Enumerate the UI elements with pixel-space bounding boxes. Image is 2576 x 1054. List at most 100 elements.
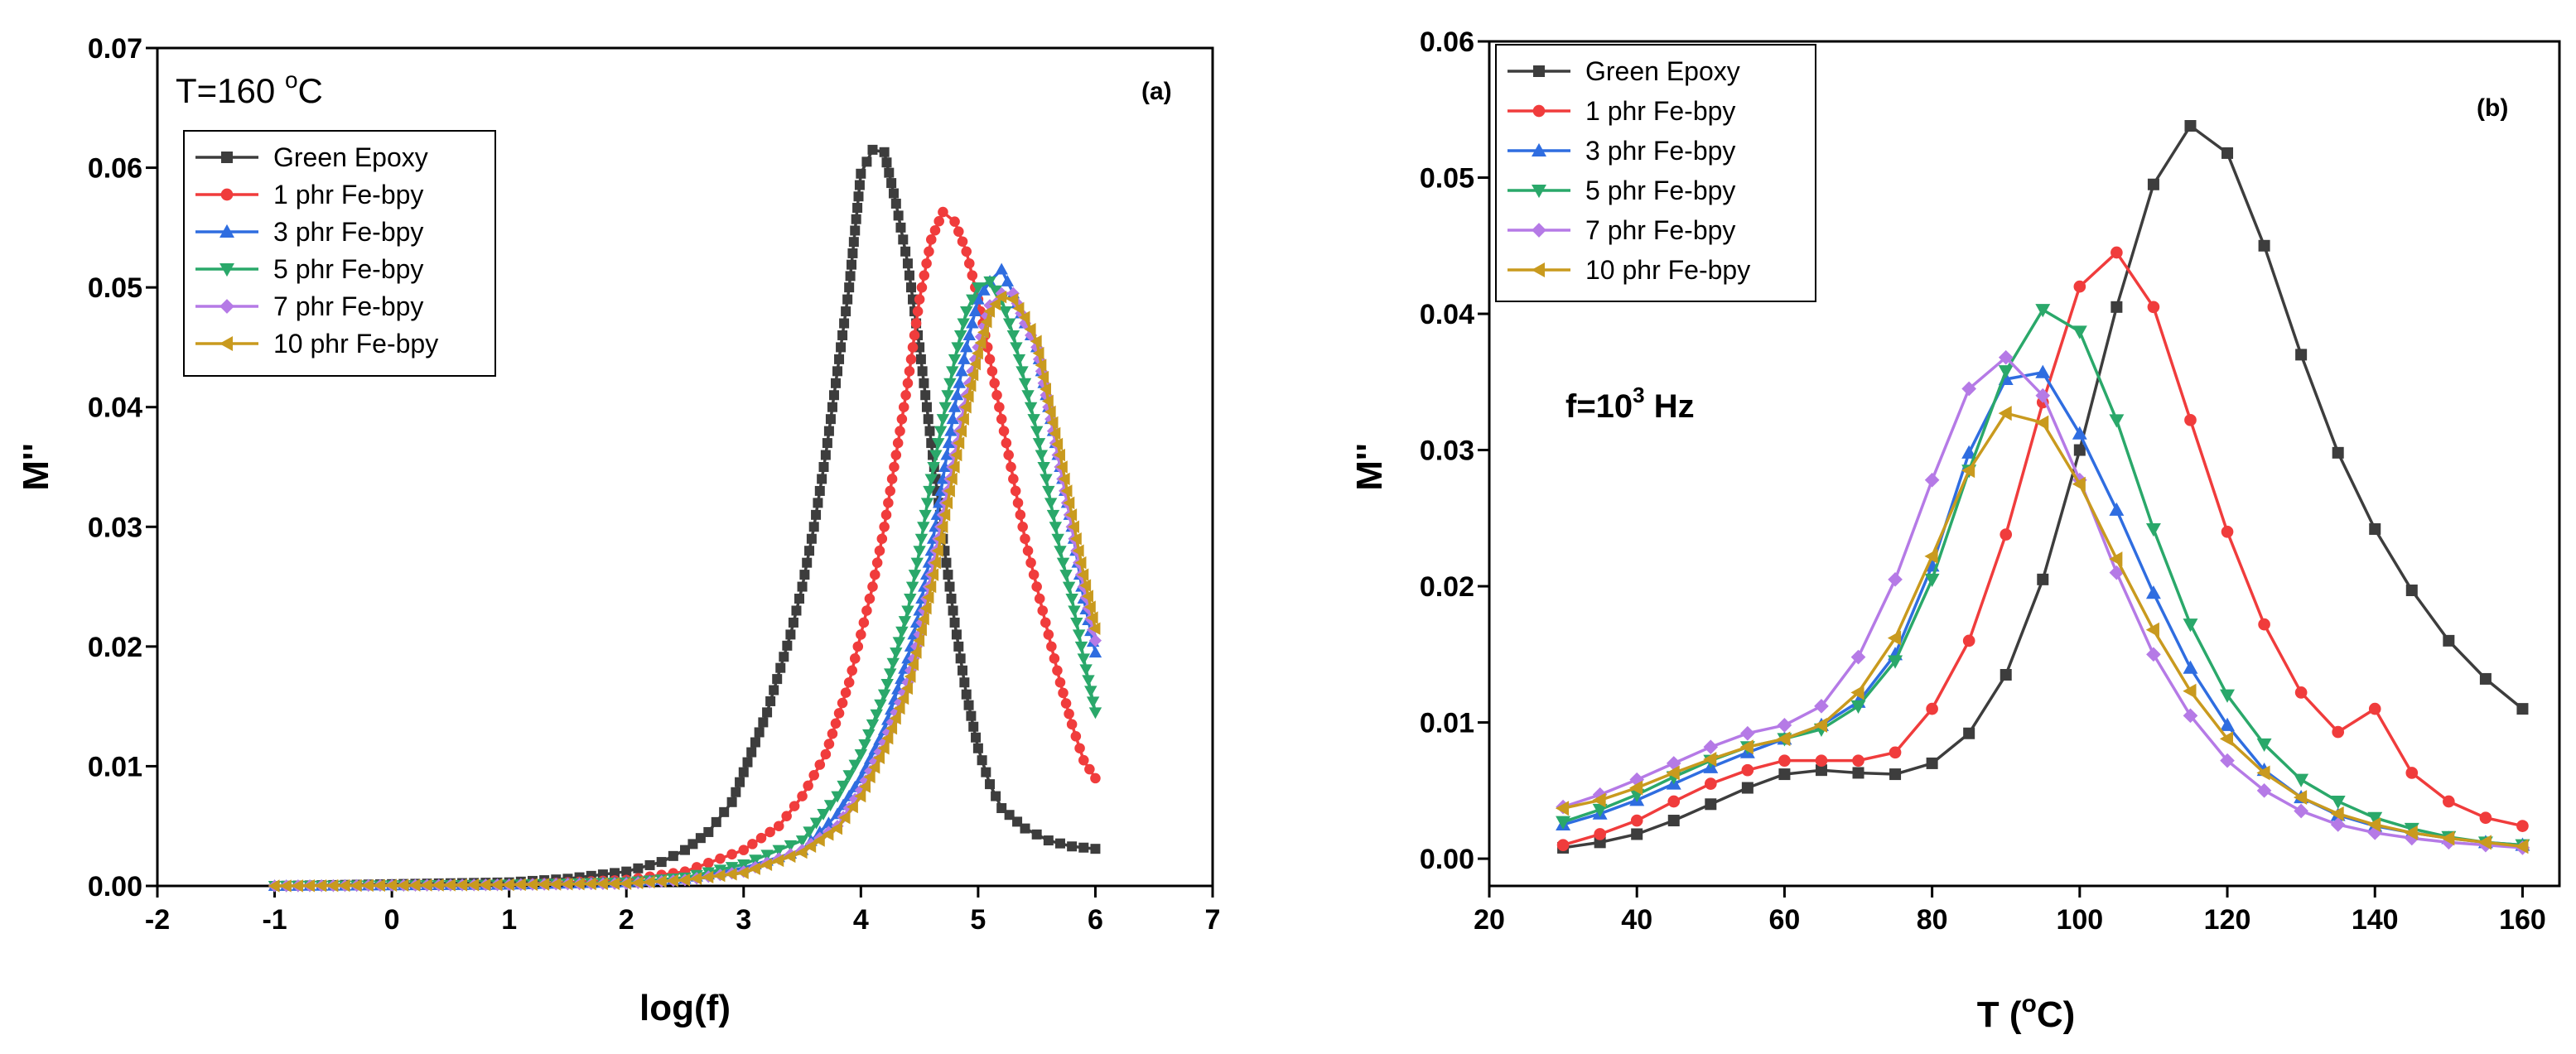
point-a-5-45 — [795, 845, 808, 859]
annotation-frequency-sup: 3 — [1633, 383, 1644, 407]
point-a-0-160 — [1043, 835, 1054, 846]
point-a-5-124 — [1079, 579, 1092, 592]
point-a-3-47 — [809, 817, 823, 830]
point-a-0-149 — [971, 732, 982, 743]
point-b-5-2 — [1629, 780, 1643, 796]
point-a-0-92 — [851, 214, 861, 224]
y-tick-label-b-1: 0.01 — [1420, 708, 1474, 739]
point-b-1-6 — [1778, 754, 1791, 767]
point-a-0-154 — [991, 791, 1001, 801]
point-a-3-51 — [837, 780, 850, 792]
point-a-3-63 — [886, 657, 900, 670]
point-a-5-89 — [964, 378, 977, 392]
point-a-1-54 — [830, 718, 842, 729]
point-b-4-16 — [2146, 647, 2161, 662]
point-a-2-131 — [1088, 646, 1102, 658]
point-a-5-101 — [1018, 310, 1030, 325]
point-a-3-66 — [895, 626, 909, 638]
point-b-3-22 — [2367, 811, 2383, 825]
point-a-1-38 — [715, 853, 726, 864]
point-a-1-50 — [814, 759, 826, 770]
x-tick-label-a-3: 1 — [501, 904, 517, 936]
point-a-5-91 — [969, 357, 982, 371]
point-b-2-16 — [2145, 585, 2161, 599]
point-a-0-152 — [981, 767, 991, 777]
point-a-0-99 — [879, 147, 890, 157]
y-tick-label-a-5: 0.05 — [88, 272, 142, 304]
point-a-1-58 — [843, 676, 855, 688]
point-a-0-82 — [837, 330, 848, 340]
point-a-0-68 — [813, 498, 823, 508]
point-a-5-120 — [1069, 532, 1082, 546]
point-a-5-93 — [974, 336, 987, 349]
point-a-1-57 — [840, 687, 851, 698]
point-a-5-102 — [1024, 323, 1036, 336]
point-b-5-26 — [2515, 839, 2529, 854]
point-b-1-18 — [2221, 525, 2234, 538]
point-b-0-14 — [2073, 444, 2086, 456]
point-a-5-111 — [1049, 426, 1061, 440]
point-a-3-120 — [1056, 557, 1070, 570]
point-b-3-8 — [1850, 700, 1866, 714]
point-a-1-111 — [984, 354, 996, 365]
point-a-1-60 — [849, 653, 861, 664]
point-a-1-95 — [925, 234, 937, 245]
point-b-5-1 — [1592, 792, 1606, 808]
legend-label-a-1: 1 phr Fe-bpy — [273, 180, 423, 209]
point-b-4-10 — [1924, 472, 1940, 488]
point-a-0-90 — [848, 237, 859, 248]
point-b-1-20 — [2294, 686, 2308, 699]
point-a-0-155 — [996, 803, 1007, 814]
point-a-0-66 — [808, 522, 819, 532]
point-a-3-61 — [880, 679, 894, 691]
point-a-1-46 — [789, 801, 800, 811]
point-a-2-99 — [1001, 275, 1015, 286]
point-a-0-77 — [828, 390, 839, 401]
legend-marker-a-2 — [219, 224, 234, 238]
point-a-1-80 — [896, 413, 908, 425]
point-b-5-11 — [1961, 463, 1975, 479]
y-tick-label-b-0: 0.00 — [1420, 844, 1474, 875]
point-a-5-71 — [922, 590, 934, 604]
y-tick-label-a-3: 0.03 — [88, 512, 142, 543]
x-axis-title-b-sup: o — [2022, 990, 2037, 1018]
point-a-0-60 — [794, 594, 805, 604]
point-a-0-123 — [924, 426, 935, 436]
point-b-0-15 — [2110, 301, 2123, 313]
point-a-0-58 — [788, 617, 798, 628]
point-a-3-67 — [898, 616, 912, 628]
point-a-5-121 — [1072, 544, 1084, 557]
point-a-5-114 — [1055, 460, 1068, 474]
point-b-5-10 — [1924, 548, 1938, 564]
point-b-4-12 — [1998, 349, 2014, 365]
point-b-1-25 — [2479, 811, 2492, 825]
point-a-1-124 — [1015, 509, 1026, 521]
point-a-0-117 — [915, 354, 926, 364]
point-a-1-75 — [886, 474, 898, 484]
point-a-5-78 — [938, 508, 951, 522]
point-b-0-4 — [1705, 798, 1717, 811]
point-a-3-116 — [1046, 509, 1060, 522]
point-b-5-22 — [2367, 816, 2381, 832]
point-a-5-29 — [608, 877, 620, 890]
point-a-3-78 — [923, 485, 936, 498]
point-a-0-33 — [656, 857, 667, 868]
point-a-5-49 — [831, 821, 843, 835]
point-a-3-76 — [919, 509, 932, 522]
point-a-3-43 — [772, 845, 785, 857]
point-a-3-101 — [1006, 330, 1020, 342]
point-a-3-48 — [817, 808, 830, 821]
point-b-4-13 — [2035, 387, 2051, 403]
point-a-1-113 — [989, 378, 1000, 389]
point-a-5-96 — [983, 305, 996, 318]
point-a-3-41 — [749, 854, 762, 867]
point-b-3-15 — [2109, 414, 2125, 428]
point-a-5-105 — [1035, 359, 1047, 372]
point-a-0-83 — [839, 318, 850, 329]
point-a-4-128 — [1088, 634, 1102, 647]
point-b-1-7 — [1815, 754, 1828, 767]
point-a-1-133 — [1040, 617, 1051, 628]
point-b-3-20 — [2294, 773, 2309, 787]
point-b-0-21 — [2332, 446, 2344, 459]
point-a-0-84 — [841, 306, 851, 317]
